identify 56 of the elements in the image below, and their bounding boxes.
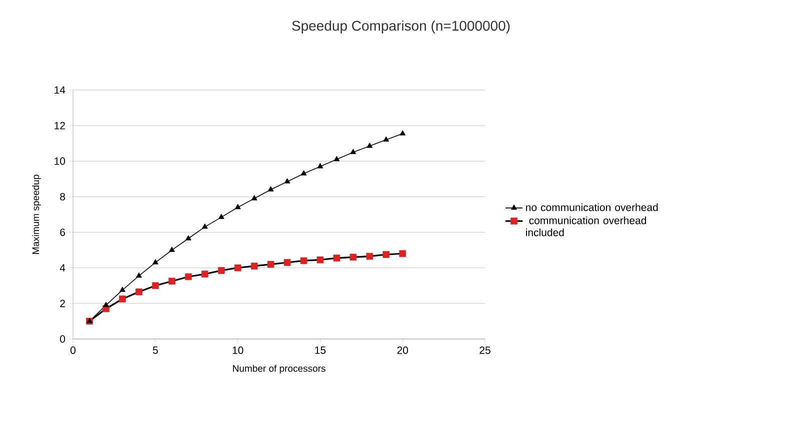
point <box>218 267 225 274</box>
point <box>119 286 126 292</box>
point <box>366 142 373 148</box>
point <box>103 302 109 307</box>
x-tick-label: 10 <box>232 346 244 354</box>
point <box>136 272 142 278</box>
x-tick-label: 0 <box>70 346 76 354</box>
point <box>202 224 208 229</box>
point <box>334 156 340 162</box>
x-tick-label: 5 <box>152 346 158 354</box>
point <box>250 262 258 270</box>
x-tick-label: 20 <box>397 346 408 354</box>
point <box>366 252 374 260</box>
point <box>300 170 307 176</box>
point <box>333 254 340 262</box>
point <box>201 270 208 278</box>
y-tick-label: 0 <box>60 335 66 343</box>
point <box>251 195 258 200</box>
point <box>136 288 142 296</box>
point <box>317 163 324 168</box>
point <box>168 278 176 285</box>
x-tick-label: 15 <box>315 346 326 354</box>
y-tick-label: 8 <box>60 192 66 200</box>
point <box>284 178 290 184</box>
point <box>350 148 356 154</box>
y-tick-label: 2 <box>60 300 65 308</box>
point <box>218 214 224 219</box>
legend-label: no communication overhead <box>526 203 658 212</box>
point <box>284 259 291 266</box>
point <box>300 257 308 264</box>
point <box>383 136 390 142</box>
point <box>399 250 406 258</box>
legend-label: communication overhead included <box>526 216 646 236</box>
point <box>234 264 242 272</box>
point <box>268 186 274 192</box>
point <box>267 260 274 268</box>
point <box>152 282 159 290</box>
y-tick-label: 6 <box>60 228 66 236</box>
y-tick-label: 14 <box>54 86 66 94</box>
point <box>185 235 192 240</box>
point <box>382 251 390 258</box>
point <box>168 246 175 252</box>
y-tick-label: 4 <box>60 264 66 272</box>
point <box>316 256 324 264</box>
chart-title: Speedup Comparison (n=1000000) <box>292 20 510 34</box>
y-tick-label: 12 <box>54 122 65 130</box>
point <box>234 204 241 210</box>
x-axis-title: Number of processors <box>233 364 326 374</box>
point <box>184 273 192 280</box>
point <box>119 296 126 302</box>
y-axis-title: Maximum speedup <box>32 174 41 254</box>
point <box>350 254 357 261</box>
x-tick-label: 25 <box>480 346 490 354</box>
point <box>152 259 158 264</box>
point <box>400 130 406 136</box>
y-tick-label: 10 <box>54 157 66 165</box>
